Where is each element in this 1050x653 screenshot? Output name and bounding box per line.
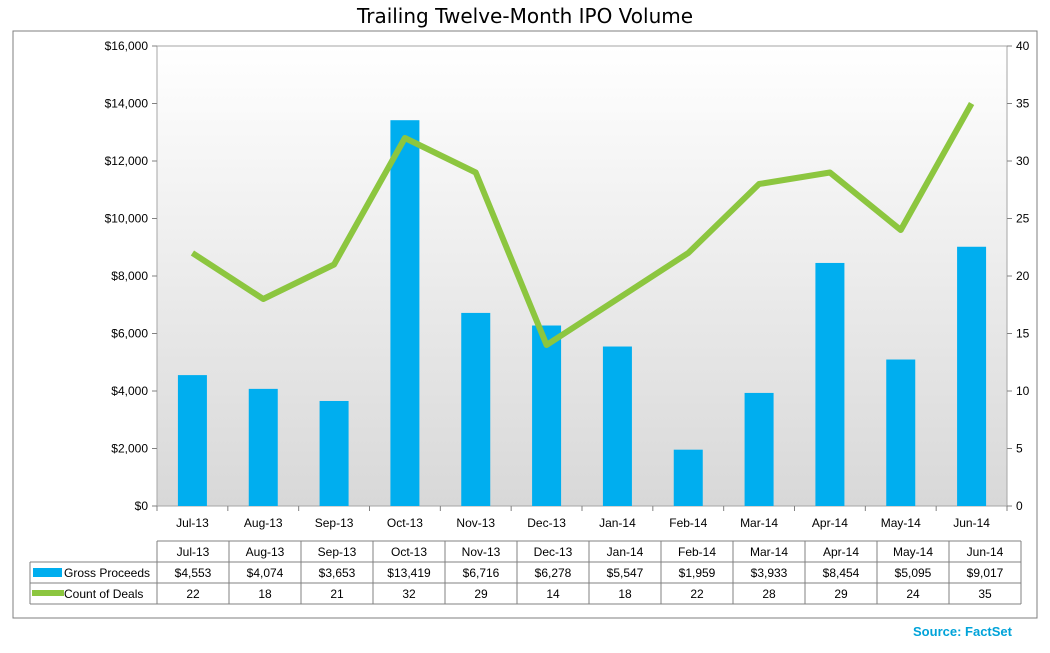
gross-proceeds-cell: $6,278 (535, 566, 572, 580)
x-tick-label: Dec-13 (527, 516, 566, 530)
table-header-cell: May-14 (893, 545, 933, 559)
right-tick-label: 20 (1016, 269, 1030, 283)
table-header-cell: Dec-13 (534, 545, 573, 559)
left-tick-label: $8,000 (111, 269, 148, 283)
left-tick-label: $0 (135, 499, 149, 513)
x-axis: Jul-13 Aug-13 Sep-13 Oct-13 Nov-13 Dec-13 Jan-… (156, 506, 1008, 530)
left-axis: $0 $2,000 $4,000 $6,000 $8,000 $10,000 $12,000… (105, 39, 157, 513)
bar-May-14 (886, 359, 916, 506)
gross-proceeds-cell: $4,553 (175, 566, 212, 580)
count-of-deals-cell: 24 (906, 587, 920, 601)
table-header-cell: Mar-14 (750, 545, 788, 559)
table-header-cell: Oct-13 (391, 545, 427, 559)
data-table: Jul-13 Aug-13 Sep-13 Oct-13 Nov-13 Dec-13 Jan-… (29, 540, 1022, 605)
gross-proceeds-cell: $4,074 (247, 566, 284, 580)
gross-proceeds-cell: $5,547 (607, 566, 644, 580)
source-note: Source: FactSet (913, 624, 1013, 639)
table-header-cell: Jan-14 (607, 545, 644, 559)
x-tick-label: May-14 (881, 516, 921, 530)
left-tick-label: $16,000 (105, 39, 149, 53)
right-tick-label: 35 (1016, 97, 1030, 111)
legend-label-count-of-deals: Count of Deals (64, 587, 143, 601)
left-tick-label: $14,000 (105, 97, 149, 111)
bar-Apr-14 (815, 262, 845, 506)
bar-Oct-13 (390, 120, 420, 507)
gross-proceeds-cell: $3,933 (751, 566, 788, 580)
bar-Jun-14 (957, 246, 987, 507)
count-of-deals-cell: 28 (762, 587, 776, 601)
x-tick-label: Jun-14 (953, 516, 990, 530)
x-tick-label: Apr-14 (812, 516, 848, 530)
gross-proceeds-cell: $5,095 (895, 566, 932, 580)
bar-Nov-13 (461, 312, 491, 506)
right-tick-label: 15 (1016, 327, 1030, 341)
gross-proceeds-cell: $9,017 (967, 566, 1004, 580)
line-series (190, 102, 975, 348)
count-of-deals-cell: 14 (546, 587, 560, 601)
count-of-deals-cell: 18 (618, 587, 632, 601)
left-tick-label: $6,000 (111, 327, 148, 341)
table-header-cell: Nov-13 (462, 545, 501, 559)
bar-Jul-13 (177, 375, 207, 506)
right-tick-label: 0 (1016, 499, 1023, 513)
right-tick-label: 10 (1016, 384, 1030, 398)
bar-series (177, 120, 987, 507)
table-header-cell: Sep-13 (318, 545, 357, 559)
plot-area (156, 45, 1008, 507)
count-of-deals-cell: 35 (978, 587, 992, 601)
count-of-deals-cell: 29 (834, 587, 848, 601)
gross-proceeds-cell: $13,419 (387, 566, 431, 580)
right-tick-label: 25 (1016, 212, 1030, 226)
left-tick-label: $2,000 (111, 442, 148, 456)
bar-Mar-14 (744, 392, 774, 506)
right-axis: 0 5 10 15 20 25 30 35 40 (1007, 39, 1030, 513)
count-of-deals-cell: 21 (330, 587, 344, 601)
bar-Feb-14 (673, 449, 703, 506)
gross-proceeds-cell: $6,716 (463, 566, 500, 580)
count-of-deals-cell: 32 (402, 587, 416, 601)
x-tick-label: Jul-13 (176, 516, 209, 530)
count-of-deals-cell: 29 (474, 587, 488, 601)
bar-Aug-13 (248, 388, 278, 506)
count-of-deals-cell: 22 (690, 587, 704, 601)
bar-Jan-14 (602, 346, 632, 506)
x-tick-label: Aug-13 (244, 516, 283, 530)
x-tick-label: Mar-14 (740, 516, 778, 530)
right-tick-label: 40 (1016, 39, 1030, 53)
gross-proceeds-cell: $1,959 (679, 566, 716, 580)
table-header-cell: Feb-14 (678, 545, 716, 559)
right-tick-label: 5 (1016, 442, 1023, 456)
chart-title: Trailing Twelve-Month IPO Volume (356, 4, 693, 28)
x-tick-label: Jan-14 (599, 516, 636, 530)
x-tick-label: Sep-13 (315, 516, 354, 530)
bar-Sep-13 (319, 400, 349, 506)
left-tick-label: $10,000 (105, 212, 149, 226)
table-header-cell: Aug-13 (246, 545, 285, 559)
left-tick-label: $12,000 (105, 154, 149, 168)
table-header-cell: Jul-13 (177, 545, 210, 559)
left-tick-label: $4,000 (111, 384, 148, 398)
gross-proceeds-cell: $3,653 (319, 566, 356, 580)
gross-proceeds-cell: $8,454 (823, 566, 860, 580)
right-tick-label: 30 (1016, 154, 1030, 168)
legend-key-gross-proceeds (33, 568, 62, 577)
x-tick-label: Nov-13 (456, 516, 495, 530)
x-tick-label: Feb-14 (669, 516, 707, 530)
table-header-cell: Jun-14 (967, 545, 1004, 559)
count-of-deals-cell: 18 (258, 587, 272, 601)
count-of-deals-cell: 22 (186, 587, 200, 601)
x-tick-label: Oct-13 (387, 516, 423, 530)
bar-Dec-13 (532, 325, 562, 506)
count-of-deals-line (190, 102, 975, 348)
table-header-cell: Apr-14 (823, 545, 859, 559)
legend-label-gross-proceeds: Gross Proceeds (64, 566, 150, 580)
